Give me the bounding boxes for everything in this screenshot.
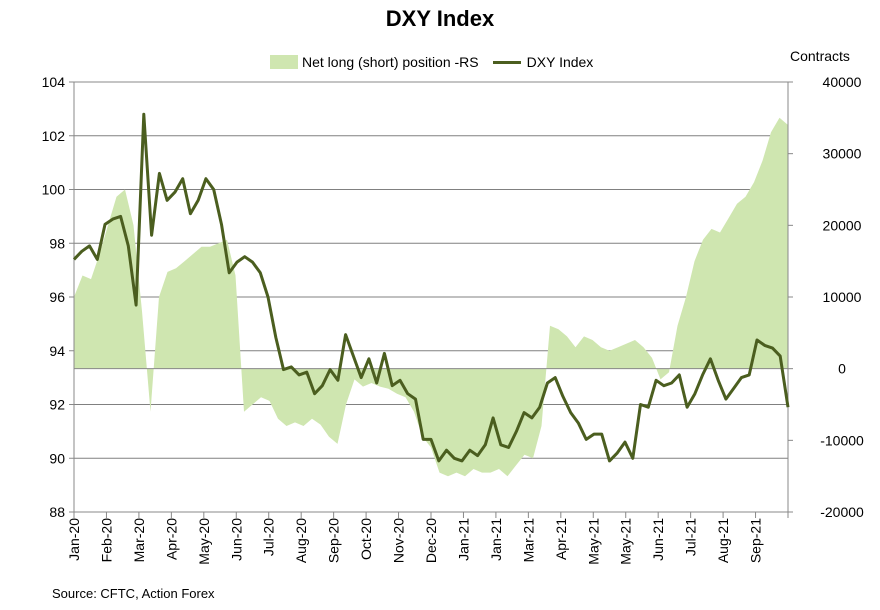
left-tick-label: 92 [49, 397, 65, 413]
x-tick-label: Sep-20 [326, 518, 342, 563]
left-tick-label: 98 [49, 235, 65, 251]
right-axis-label: Contracts [790, 48, 850, 64]
left-tick-label: 100 [42, 182, 66, 198]
x-tick-label: May-20 [196, 518, 212, 565]
x-tick-label: Mar-21 [520, 518, 536, 563]
x-tick-label: May-21 [585, 518, 601, 565]
left-tick-label: 90 [49, 450, 65, 466]
right-tick-label: 40000 [823, 74, 862, 90]
x-tick-label: Aug-21 [715, 518, 731, 563]
legend-area-label: Net long (short) position -RS [302, 54, 479, 70]
legend: Net long (short) position -RS DXY Index [270, 54, 593, 70]
x-tick-label: May-21 [618, 518, 634, 565]
x-tick-label: Jan-21 [488, 518, 504, 561]
right-tick-label: 30000 [823, 146, 862, 162]
left-tick-label: 104 [42, 74, 66, 90]
x-tick-label: Jan-20 [66, 518, 82, 561]
x-tick-label: Aug-20 [293, 518, 309, 563]
x-tick-label: Oct-20 [358, 518, 374, 560]
x-tick-label: Jan-21 [455, 518, 471, 561]
x-tick-label: Jul-20 [261, 518, 277, 556]
x-tick-label: Nov-20 [391, 518, 407, 563]
x-tick-label: Jul-21 [683, 518, 699, 556]
chart-title: DXY Index [385, 6, 495, 31]
right-tick-label: 10000 [823, 289, 862, 305]
x-tick-label: Apr-20 [163, 518, 179, 560]
x-tick-label: Feb-20 [98, 518, 114, 563]
net-position-area [74, 117, 788, 477]
x-tick-label: Dec-20 [423, 518, 439, 563]
source-note: Source: CFTC, Action Forex [52, 586, 215, 601]
left-tick-label: 102 [42, 128, 66, 144]
x-tick-label: Mar-20 [131, 518, 147, 563]
right-tick-label: -10000 [820, 432, 864, 448]
x-tick-label: Jun-21 [650, 518, 666, 561]
right-tick-label: 0 [838, 361, 846, 377]
x-tick-label: Apr-21 [553, 518, 569, 560]
left-tick-label: 88 [49, 504, 65, 520]
legend-line-label: DXY Index [526, 54, 594, 70]
x-tick-label: Sep-21 [748, 518, 764, 563]
legend-line-swatch [492, 60, 521, 64]
left-tick-label: 94 [49, 343, 65, 359]
x-tick-label: Jun-20 [228, 518, 244, 561]
legend-area-swatch [270, 55, 298, 69]
right-tick-label: 20000 [823, 217, 862, 233]
right-tick-label: -20000 [820, 504, 864, 520]
left-tick-label: 96 [49, 289, 65, 305]
dxy-line [72, 112, 790, 463]
